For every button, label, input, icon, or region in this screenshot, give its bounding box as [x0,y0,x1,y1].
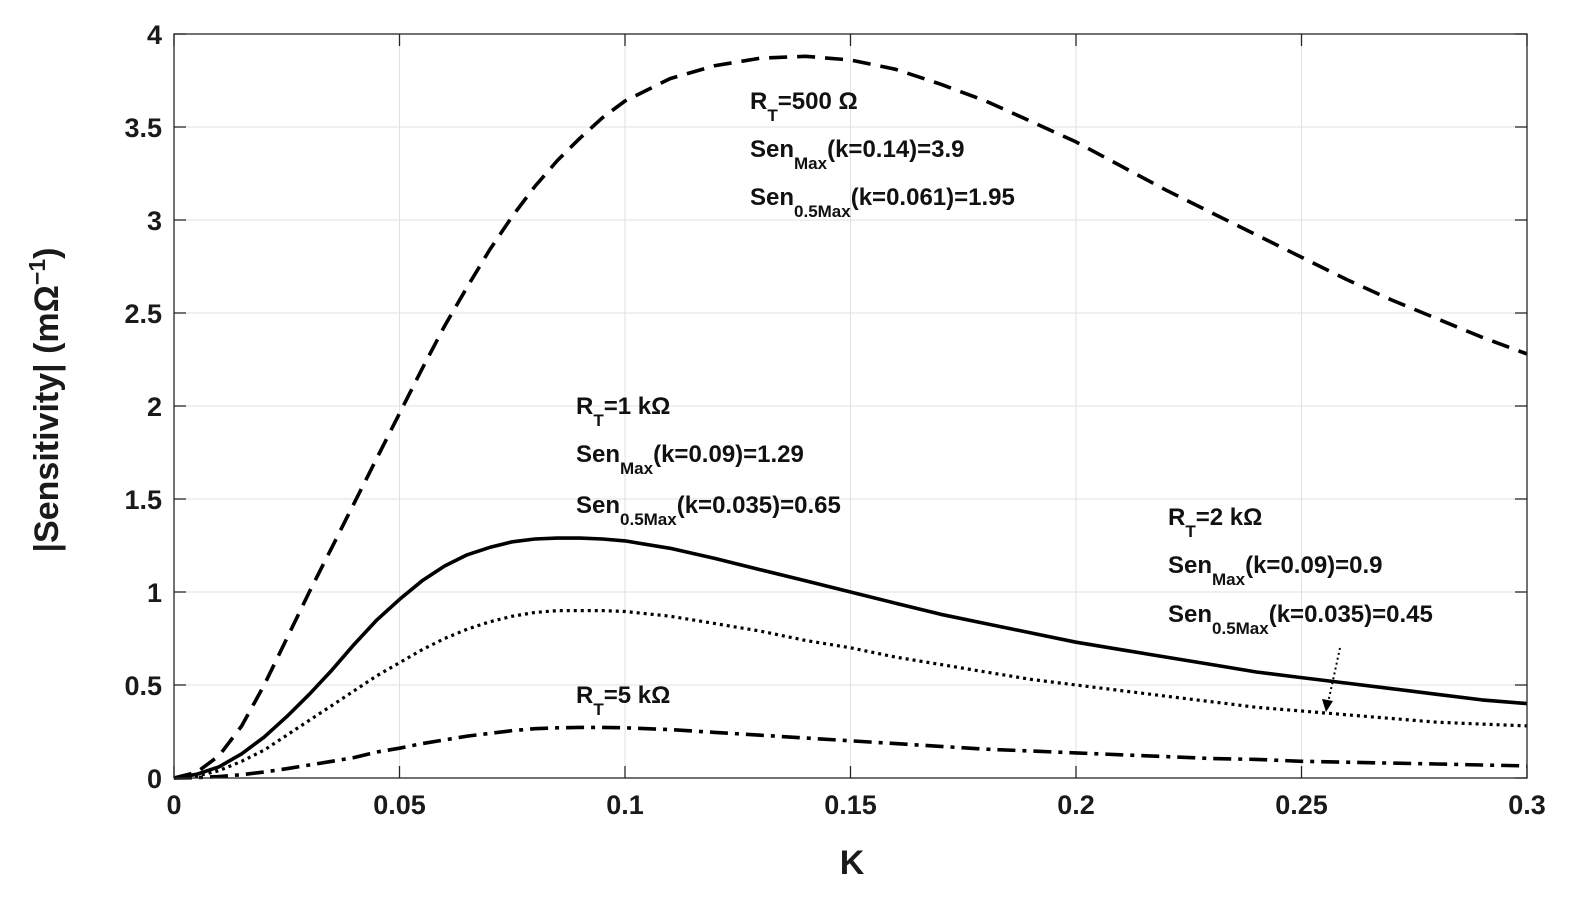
annotation-rt5k-line: RT=5 kΩ [576,682,670,719]
x-tick-label: 0.1 [606,790,644,820]
annotation-rt2k-line: SenMax(k=0.09)=0.9 [1168,552,1383,589]
annotation-rt1k-line: Sen0.5Max(k=0.035)=0.65 [576,492,841,529]
rt2k-pointer-arrowhead [1322,699,1333,712]
tick-labels: 0 0.05 0.1 0.15 0.2 0.25 0.3 0 0.5 1 1.5 2 2.5 3 3.5 4 [124,20,1545,820]
annotation-rt500-line: Sen0.5Max(k=0.061)=1.95 [750,184,1015,221]
annotation-rt1k-line: RT=1 kΩ [576,393,670,430]
y-axis-label: |Sensitivity| (mΩ−1) [24,248,66,553]
annotation-rt2k-line: RT=2 kΩ [1168,504,1262,541]
y-tick-label: 1 [147,578,162,608]
series-line-solid [173,536,1528,780]
y-tick-label: 0 [147,764,162,794]
grid-lines [173,33,1528,779]
x-tick-label: 0.15 [824,790,877,820]
y-tick-label: 4 [147,20,162,50]
x-tick-label: 0.2 [1057,790,1095,820]
series-line-dashdot [173,725,1528,780]
annotation-rt1k-line: SenMax(k=0.09)=1.29 [576,441,804,478]
y-axis-label-sup: −1 [24,259,50,285]
y-tick-label: 2 [147,392,162,422]
y-tick-label: 2.5 [124,299,162,329]
y-axis-label-main: |Sensitivity| (mΩ [28,285,66,552]
x-tick-label: 0.25 [1275,790,1328,820]
series-lines [173,54,1528,780]
x-tick-label: 0.3 [1508,790,1546,820]
y-axis-label-close: ) [28,248,66,259]
annotation-rt500-line: RT=500 Ω [750,88,858,125]
y-tick-label: 3.5 [124,113,162,143]
series-line-dotted [173,609,1528,780]
annotation-rt2k-line: Sen0.5Max(k=0.035)=0.45 [1168,601,1433,638]
annotation-rt500-line: SenMax(k=0.14)=3.9 [750,136,965,173]
y-tick-label: 3 [147,206,162,236]
annotation-arrow [1322,647,1341,712]
y-tick-label: 1.5 [124,485,162,515]
x-tick-label: 0.05 [373,790,426,820]
x-tick-label: 0 [166,790,181,820]
rt2k-pointer-line [1327,647,1341,704]
y-tick-label: 0.5 [124,671,162,701]
series-line-dashed [173,54,1528,780]
annotations: RT=500 Ω SenMax(k=0.14)=3.9 Sen0.5Max(k=0.… [576,88,1433,719]
x-axis-label: K [840,844,865,882]
